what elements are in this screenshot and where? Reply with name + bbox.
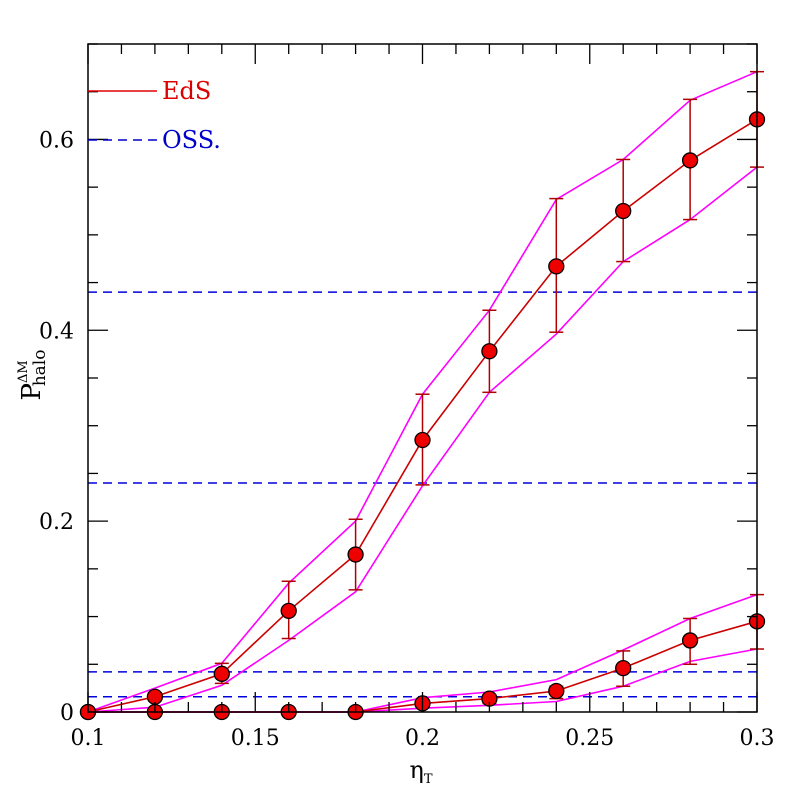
data-point bbox=[280, 602, 297, 619]
x-tick-label: 0.2 bbox=[405, 726, 440, 751]
x-tick-label: 0.1 bbox=[71, 726, 106, 751]
data-points bbox=[79, 111, 766, 721]
tick-labels: 0.1 0.15 0.2 0.25 0.3 0 0.2 0.4 0.6 bbox=[39, 128, 775, 751]
legend-label-eds: EdS bbox=[162, 77, 211, 105]
x-axis-label: ηT bbox=[409, 756, 432, 787]
x-tick-label: 0.3 bbox=[740, 726, 775, 751]
reference-lines bbox=[88, 291, 757, 698]
band-upper-line bbox=[87, 70, 758, 713]
legend-label-oss: OSS. bbox=[162, 126, 221, 154]
data-point bbox=[615, 659, 632, 677]
y-axis-label: PΔMhalo bbox=[16, 350, 50, 401]
band-lines bbox=[87, 70, 758, 713]
y-tick-label: 0.2 bbox=[39, 510, 74, 535]
data-point bbox=[615, 202, 632, 220]
legend: EdS OSS. bbox=[88, 77, 221, 154]
error-bars bbox=[147, 70, 764, 708]
axis-ticks bbox=[87, 43, 758, 713]
y-tick-label: 0.6 bbox=[39, 128, 74, 153]
x-tick-label: 0.15 bbox=[231, 726, 280, 751]
band-lower-line bbox=[87, 166, 758, 713]
data-point bbox=[681, 632, 699, 649]
data-point bbox=[213, 665, 230, 682]
y-tick-label: 0.4 bbox=[39, 319, 74, 344]
data-point bbox=[681, 152, 699, 169]
data-point bbox=[481, 343, 498, 360]
x-tick-label: 0.25 bbox=[565, 726, 614, 751]
data-point bbox=[548, 258, 565, 275]
data-point bbox=[548, 682, 565, 700]
data-point bbox=[347, 546, 364, 563]
data-point bbox=[414, 431, 431, 449]
data-point bbox=[146, 688, 164, 705]
y-tick-label: 0 bbox=[60, 701, 74, 726]
